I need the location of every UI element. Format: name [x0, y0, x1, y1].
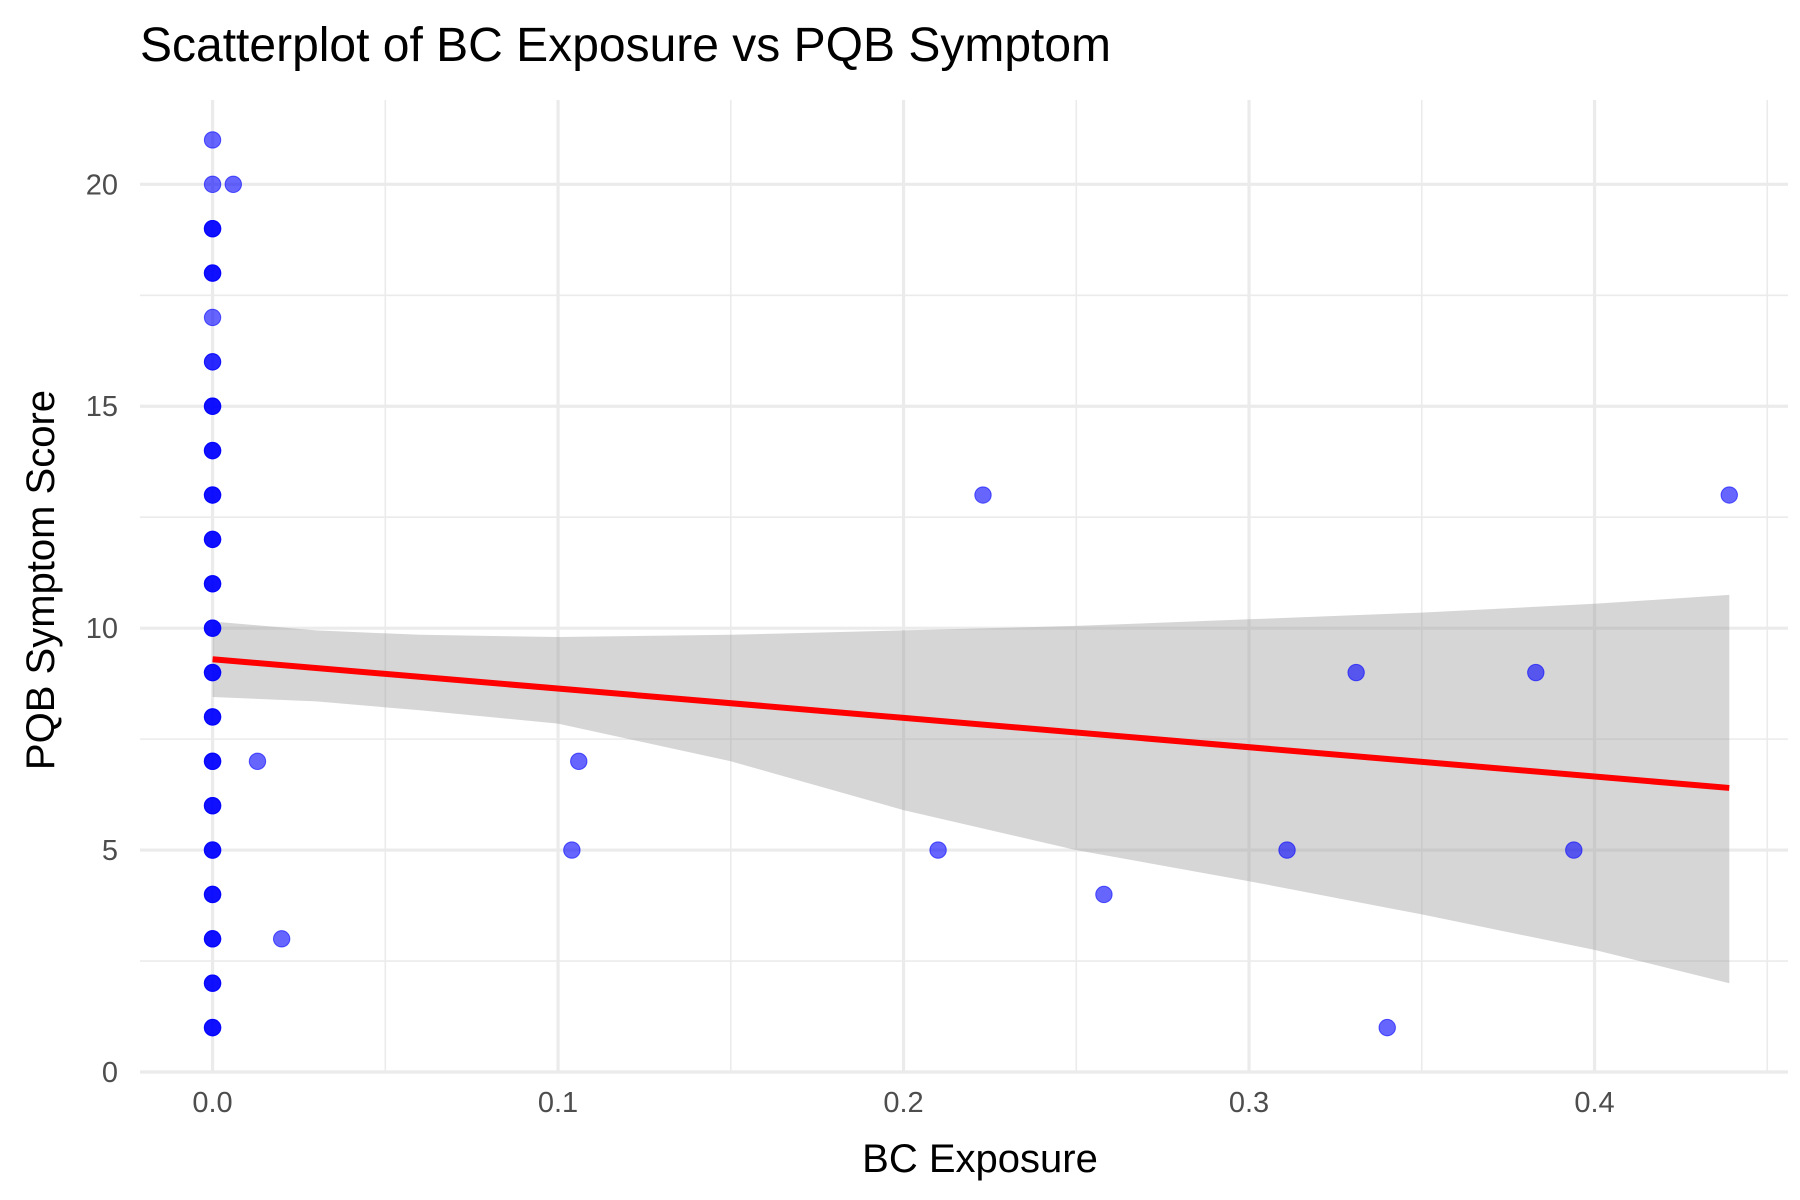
fit-line: [212, 656, 1730, 791]
data-point: [203, 441, 222, 460]
data-point: [203, 663, 222, 682]
data-point: [203, 175, 222, 194]
y-tick-label: 10: [86, 613, 118, 645]
data-point: [203, 220, 222, 238]
data-point: [203, 1018, 222, 1037]
data-point: [203, 308, 222, 327]
y-axis-ticks: 0 5 10 15 20: [86, 169, 118, 1089]
data-point: [224, 175, 242, 194]
data-point: [1565, 841, 1583, 859]
confidence-band-area: [212, 594, 1730, 984]
confidence-band: [212, 594, 1730, 984]
y-tick-label: 0: [102, 1057, 118, 1089]
data-point: [203, 974, 222, 992]
data-point: [1378, 1018, 1396, 1037]
data-point: [1720, 486, 1738, 504]
data-point: [203, 131, 222, 149]
x-tick-label: 0.0: [192, 1087, 232, 1119]
data-point: [974, 486, 992, 504]
x-tick-label: 0.2: [883, 1087, 923, 1119]
data-point: [203, 930, 222, 948]
data-point: [203, 752, 222, 771]
x-tick-label: 0.1: [538, 1087, 578, 1119]
data-points: [203, 131, 1738, 1037]
data-point: [203, 885, 222, 904]
x-tick-label: 0.4: [1574, 1087, 1614, 1119]
data-point: [203, 841, 222, 859]
grid: [140, 100, 1788, 1074]
y-axis-title: PQB Symptom Score: [19, 390, 63, 770]
data-point: [929, 841, 947, 859]
data-point: [272, 930, 291, 948]
y-tick-label: 20: [86, 169, 118, 201]
data-point: [1095, 885, 1113, 904]
x-tick-label: 0.3: [1229, 1087, 1269, 1119]
y-tick-label: 15: [86, 391, 118, 423]
data-point: [203, 486, 222, 504]
data-point: [203, 353, 222, 371]
data-point: [1527, 663, 1545, 682]
data-point: [203, 530, 222, 549]
data-point: [203, 575, 222, 593]
data-point: [203, 708, 222, 726]
data-point: [570, 752, 588, 771]
data-point: [203, 796, 222, 815]
data-point: [1278, 841, 1296, 859]
data-point: [1347, 663, 1365, 682]
fit-line-group: [212, 656, 1730, 791]
chart-title: Scatterplot of BC Exposure vs PQB Sympto…: [140, 19, 1111, 72]
data-point: [248, 752, 267, 771]
x-axis-ticks: 0.0 0.1 0.2 0.3 0.4: [192, 1087, 1614, 1119]
data-point: [563, 841, 581, 859]
y-tick-label: 5: [102, 835, 118, 867]
data-point: [203, 619, 222, 637]
data-point: [203, 264, 222, 282]
x-axis-title: BC Exposure: [862, 1137, 1098, 1181]
data-point: [203, 397, 222, 415]
